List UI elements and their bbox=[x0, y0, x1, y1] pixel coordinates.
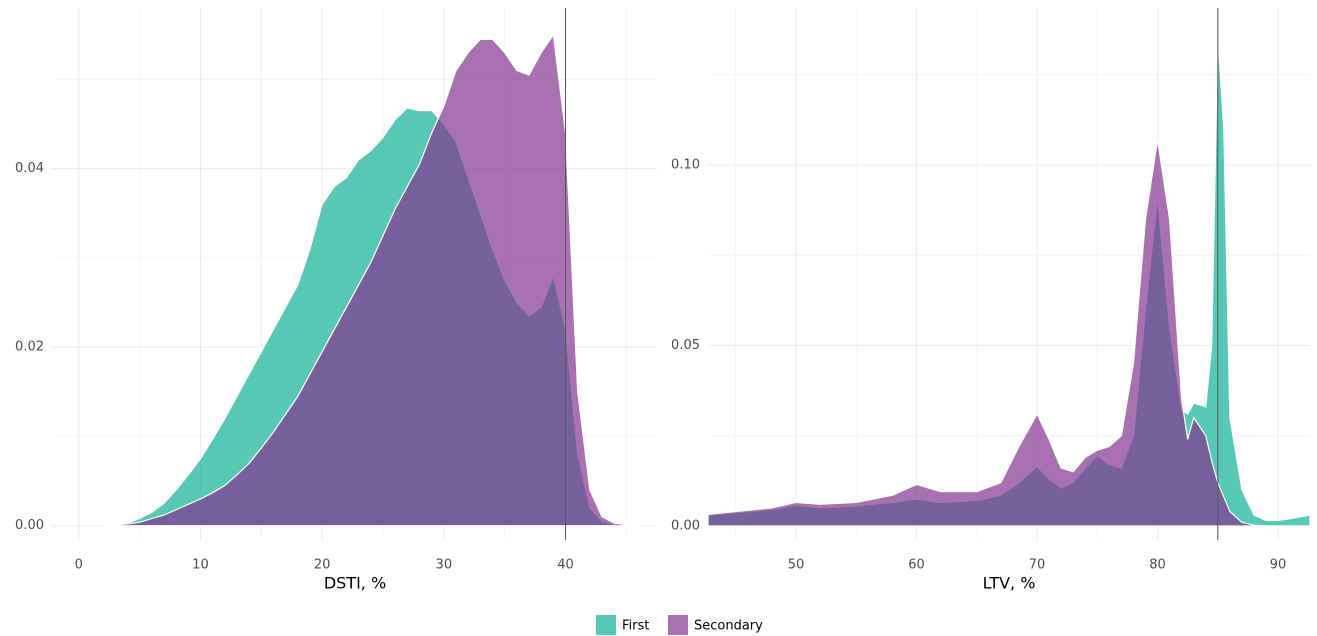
x-axis-title: LTV, % bbox=[983, 574, 1036, 593]
x-tick-label: 30 bbox=[436, 558, 453, 573]
x-tick-label: 10 bbox=[192, 558, 209, 573]
x-tick-label: 50 bbox=[788, 558, 805, 573]
x-tick-label: 20 bbox=[314, 558, 331, 573]
x-tick-label: 70 bbox=[1029, 558, 1046, 573]
legend-label: First bbox=[622, 619, 649, 634]
legend-swatch bbox=[668, 615, 688, 635]
y-tick-label: 0.00 bbox=[15, 518, 44, 533]
x-tick-label: 60 bbox=[908, 558, 925, 573]
x-tick-label: 0 bbox=[75, 558, 83, 573]
y-tick-label: 0.04 bbox=[15, 161, 44, 176]
legend-swatch bbox=[596, 615, 616, 635]
y-tick-label: 0.05 bbox=[671, 338, 700, 353]
legend-label: Secondary bbox=[694, 619, 763, 634]
density-area: Secondary bbox=[708, 139, 1310, 527]
density-area: First bbox=[708, 35, 1310, 527]
x-tick-label: 90 bbox=[1270, 558, 1287, 573]
x-tick-label: 80 bbox=[1149, 558, 1166, 573]
y-tick-label: 0.02 bbox=[15, 340, 44, 355]
density-area: Secondary bbox=[103, 33, 639, 527]
legend: First Secondary bbox=[596, 615, 763, 635]
x-tick-label: 40 bbox=[557, 558, 574, 573]
y-tick-label: 0.00 bbox=[671, 518, 700, 533]
y-tick-label: 0.10 bbox=[671, 158, 700, 173]
x-axis-title: DSTI, % bbox=[324, 574, 386, 593]
